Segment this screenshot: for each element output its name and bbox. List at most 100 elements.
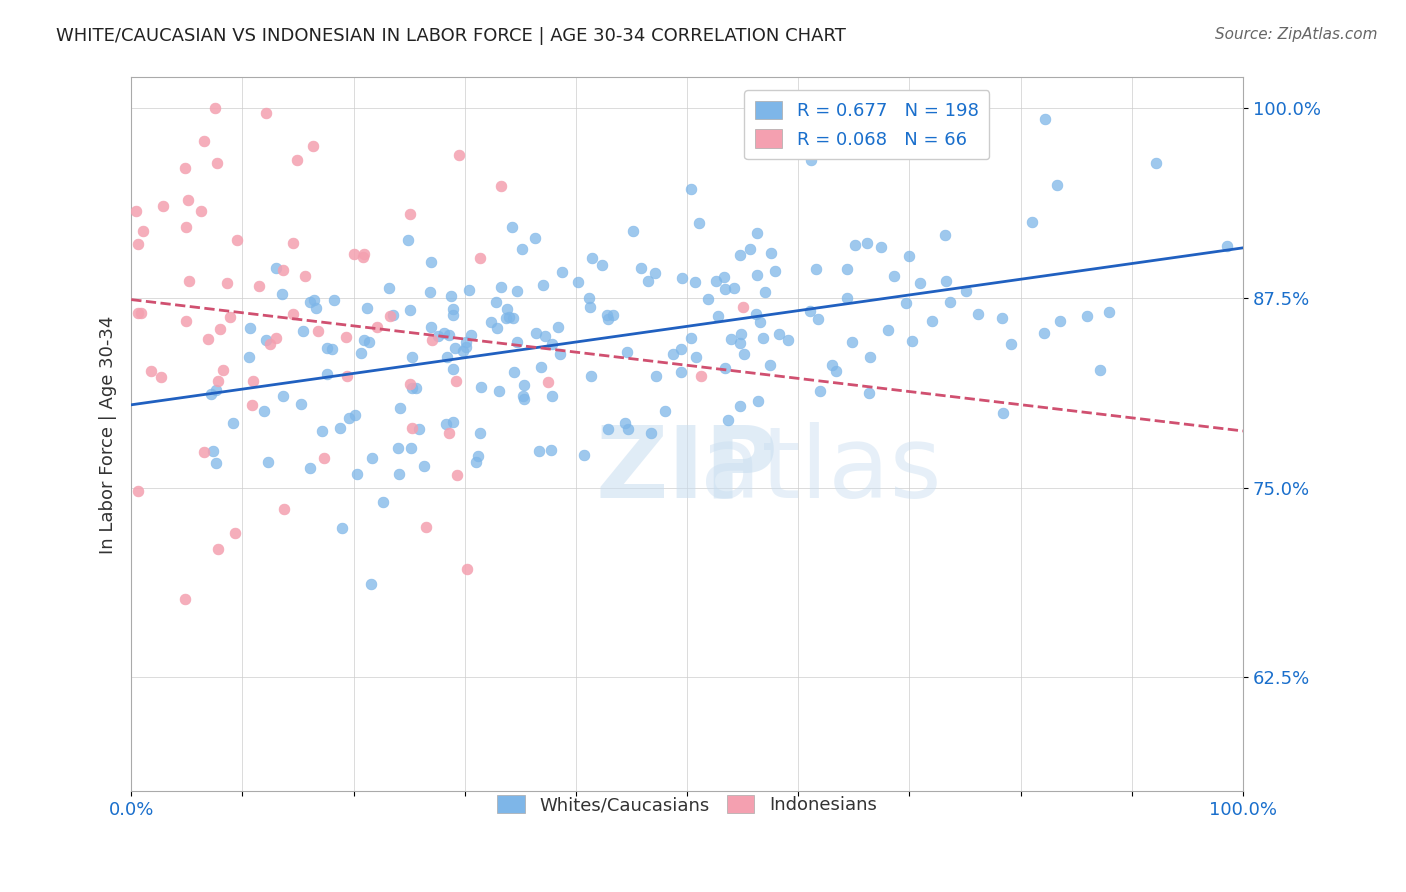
Point [456, 562, 478, 576]
Point [527, 444, 550, 458]
Point [479, 315, 502, 329]
Point [247, 278, 270, 293]
Point [177, 274, 200, 288]
Point [713, 270, 735, 285]
Point [707, 309, 730, 323]
Point [745, 227, 768, 241]
Point [654, 404, 676, 418]
Point [337, 410, 360, 425]
Point [464, 455, 486, 469]
Point [239, 320, 262, 334]
Point [443, 341, 465, 355]
Point [207, 374, 229, 388]
Point [242, 374, 264, 388]
Point [640, 425, 662, 440]
Point [616, 344, 638, 359]
Point [745, 307, 768, 321]
Point [357, 335, 380, 350]
Point [841, 334, 863, 349]
Point [420, 333, 443, 347]
Point [371, 495, 394, 509]
Point [441, 302, 464, 317]
Point [728, 335, 751, 350]
Point [283, 307, 305, 321]
Text: Source: ZipAtlas.com: Source: ZipAtlas.com [1215, 27, 1378, 42]
Point [321, 342, 343, 356]
Point [938, 294, 960, 309]
Point [204, 101, 226, 115]
Point [174, 219, 197, 234]
Point [468, 425, 491, 440]
Point [335, 330, 357, 344]
Point [689, 369, 711, 384]
Point [305, 301, 328, 315]
Point [381, 308, 404, 322]
Point [731, 301, 754, 315]
Point [437, 425, 460, 440]
Point [271, 389, 294, 403]
Point [197, 332, 219, 346]
Text: atlas: atlas [700, 422, 942, 518]
Point [523, 231, 546, 245]
Point [768, 326, 790, 341]
Point [1021, 215, 1043, 229]
Point [353, 333, 375, 347]
Point [869, 240, 891, 254]
Point [215, 277, 238, 291]
Point [883, 268, 905, 283]
Point [270, 286, 292, 301]
Point [330, 521, 353, 535]
Point [688, 216, 710, 230]
Point [201, 444, 224, 458]
Point [1144, 156, 1167, 170]
Point [420, 320, 443, 334]
Point [745, 268, 768, 283]
Point [498, 310, 520, 324]
Point [264, 260, 287, 275]
Point [730, 248, 752, 262]
Point [591, 258, 613, 272]
Point [222, 417, 245, 431]
Point [127, 483, 149, 498]
Point [1216, 238, 1239, 252]
Point [506, 335, 529, 350]
Point [935, 274, 957, 288]
Point [399, 441, 422, 455]
Point [193, 445, 215, 459]
Point [501, 220, 523, 235]
Point [273, 502, 295, 516]
Point [908, 276, 931, 290]
Point [778, 333, 800, 347]
Point [218, 310, 240, 324]
Point [730, 327, 752, 342]
Point [285, 153, 308, 168]
Point [436, 350, 458, 364]
Point [302, 139, 325, 153]
Point [572, 448, 595, 462]
Point [257, 455, 280, 469]
Point [307, 325, 329, 339]
Point [530, 359, 553, 374]
Point [211, 362, 233, 376]
Point [897, 249, 920, 263]
Point [581, 368, 603, 383]
Point [669, 365, 692, 379]
Point [344, 408, 367, 422]
Point [281, 235, 304, 250]
Point [399, 303, 422, 318]
Point [714, 361, 737, 376]
Point [685, 350, 707, 364]
Point [343, 246, 366, 260]
Point [696, 292, 718, 306]
Point [312, 450, 335, 465]
Point [408, 422, 430, 436]
Point [733, 347, 755, 361]
Point [717, 413, 740, 427]
Point [763, 263, 786, 277]
Point [844, 237, 866, 252]
Point [336, 368, 359, 383]
Point [377, 280, 399, 294]
Point [513, 378, 536, 392]
Point [489, 178, 512, 193]
Point [567, 275, 589, 289]
